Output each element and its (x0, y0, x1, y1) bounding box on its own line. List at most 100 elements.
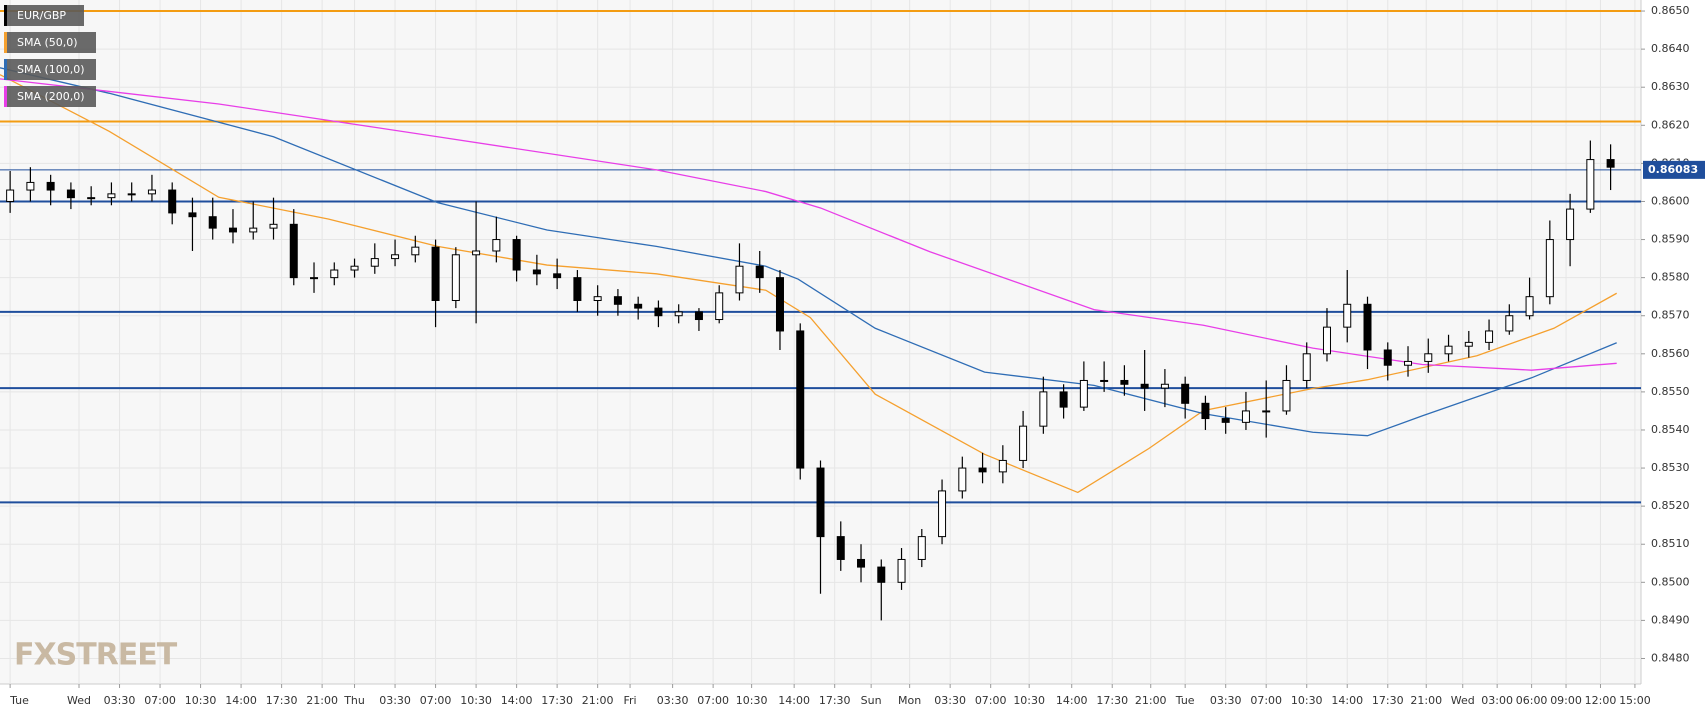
candle-body (6, 189, 15, 202)
candle-body (208, 216, 217, 229)
x-tick-label: 12:00 (1585, 694, 1617, 707)
candle-body (391, 254, 400, 260)
candle-body (1505, 315, 1514, 332)
candle-body (330, 269, 339, 279)
candle-body (1160, 383, 1169, 389)
x-tick-label: 07:00 (420, 694, 452, 707)
x-tick-label: 17:30 (266, 694, 298, 707)
candle-body (1262, 410, 1271, 413)
candle-body (836, 536, 845, 560)
y-tick-label: 0.8620 (1651, 118, 1690, 131)
y-tick-label: 0.8580 (1651, 271, 1690, 284)
legend-label: SMA (200,0) (17, 90, 85, 103)
candle-body (1322, 326, 1331, 355)
candle-body (289, 223, 298, 279)
candle-body (755, 265, 764, 279)
candle-body (1343, 303, 1352, 328)
candle-body (1241, 410, 1250, 423)
y-tick-label: 0.8650 (1651, 4, 1690, 17)
candle-body (1464, 341, 1473, 347)
x-tick-label: 07:00 (144, 694, 176, 707)
candle-body (1120, 379, 1129, 385)
candle-body (451, 254, 460, 301)
legend-label: SMA (50,0) (17, 36, 78, 49)
candle-body (857, 558, 866, 568)
candle-body (816, 467, 825, 538)
candle-body (350, 265, 359, 271)
candle-body (1201, 402, 1210, 420)
x-tick-label: 14:00 (225, 694, 257, 707)
y-tick-label: 0.8640 (1651, 42, 1690, 55)
candle-body (1566, 208, 1575, 241)
candle-body (978, 467, 987, 473)
legend-label: EUR/GBP (17, 9, 66, 22)
sma-line (0, 74, 1618, 494)
candle-body (127, 193, 136, 196)
y-tick-label: 0.8630 (1651, 80, 1690, 93)
candle-body (492, 239, 501, 252)
candle-body (46, 181, 55, 191)
candle-body (1302, 353, 1311, 381)
y-tick-label: 0.8570 (1651, 309, 1690, 322)
y-tick-label: 0.8530 (1651, 461, 1690, 474)
x-tick-label: Wed (67, 694, 91, 707)
candle-body (411, 246, 420, 256)
candle-body (593, 296, 602, 301)
x-tick-label: 10:30 (1291, 694, 1323, 707)
y-tick-label: 0.8540 (1651, 423, 1690, 436)
candle-body (938, 490, 947, 538)
candle-body (1181, 383, 1190, 404)
x-tick-label: 21:00 (1135, 694, 1167, 707)
candle-body (1444, 345, 1453, 355)
candle-body (1282, 379, 1291, 412)
x-tick-label: 17:30 (541, 694, 573, 707)
y-tick-label: 0.8480 (1651, 651, 1690, 664)
candle-body (694, 311, 703, 321)
candle-body (1039, 391, 1048, 427)
x-tick-label: 17:30 (1096, 694, 1128, 707)
candle-body (1404, 360, 1413, 366)
y-tick-label: 0.8600 (1651, 194, 1690, 207)
y-tick-label: 0.8550 (1651, 385, 1690, 398)
candle-body (269, 223, 278, 229)
x-tick-label: 03:30 (934, 694, 966, 707)
candle-body (66, 189, 75, 199)
candle-body (472, 250, 481, 256)
x-tick-label: 03:30 (104, 694, 136, 707)
candle-body (573, 277, 582, 301)
candle-body (1140, 383, 1149, 389)
candle-body (654, 307, 663, 317)
x-tick-label: Tue (9, 694, 29, 707)
x-tick-label: 10:30 (185, 694, 217, 707)
x-tick-label: 14:00 (501, 694, 533, 707)
candle-body (370, 258, 379, 267)
candle-body (998, 459, 1007, 473)
x-tick-label: 21:00 (582, 694, 614, 707)
logo: FXSTREET (14, 638, 178, 673)
axes: 0.8480 0.8490 0.8500 0.8510 0.8520 0.8530 0.85… (9, 4, 1705, 707)
sma-lines (0, 67, 1618, 494)
x-tick-label: 10:30 (460, 694, 492, 707)
x-tick-label: Mon (898, 694, 921, 707)
candle-body (107, 193, 116, 199)
candle-body (634, 303, 643, 309)
candle-body (532, 269, 541, 275)
x-tick-label: 03:30 (379, 694, 411, 707)
candle-body (26, 181, 35, 191)
y-tick-label: 0.8520 (1651, 499, 1690, 512)
candle-body (1019, 425, 1028, 461)
candle-body (553, 273, 562, 279)
candle-body (613, 296, 622, 305)
candle-body (775, 277, 784, 332)
candle-body (228, 227, 237, 233)
legend-box (4, 5, 84, 26)
candle-body (1525, 296, 1534, 317)
candle-body (1424, 353, 1433, 362)
candle-body (1383, 349, 1392, 366)
x-tick-label: 21:00 (306, 694, 338, 707)
candle-body (310, 277, 319, 280)
candle-body (1079, 379, 1088, 408)
x-tick-label: 14:00 (1331, 694, 1363, 707)
candle-body (1100, 379, 1109, 382)
x-tick-label: Sun (861, 694, 882, 707)
